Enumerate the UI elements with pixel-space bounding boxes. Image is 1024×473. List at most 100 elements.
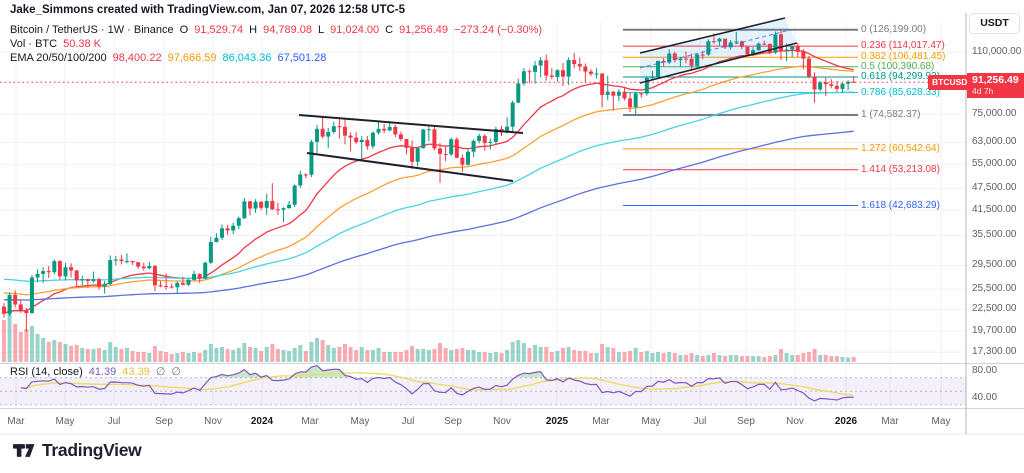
time-axis-label[interactable]: Nov: [204, 416, 222, 427]
volume-bar: [180, 352, 185, 362]
time-axis-label[interactable]: Jul: [107, 416, 121, 427]
volume-bar: [18, 332, 23, 362]
candle-body: [108, 260, 113, 285]
time-axis-label[interactable]: May: [931, 416, 951, 427]
time-axis-label[interactable]: May: [641, 416, 661, 427]
candle-body: [683, 58, 688, 60]
price-tick-label[interactable]: 63,000.00: [972, 136, 1017, 147]
time-axis-label[interactable]: Jul: [401, 416, 415, 427]
candle-body: [85, 279, 90, 282]
candle-body: [756, 43, 761, 51]
candle-body: [667, 53, 672, 63]
ema-legend[interactable]: EMA 20/50/100/200 98,400.22 97,666.59 86,04…: [10, 53, 326, 64]
price-tick-label[interactable]: 41,500.00: [972, 204, 1017, 215]
rsi-legend[interactable]: RSI (14, close) 41.39 43.39 ∅ ∅: [10, 367, 181, 378]
volume-bar: [169, 354, 174, 362]
ema-legend-item: 98,400.22: [112, 52, 162, 64]
candle-body: [354, 137, 359, 143]
rsi-legend-item: ∅: [155, 366, 166, 378]
candle-body: [779, 34, 784, 51]
volume-bar: [281, 350, 286, 362]
rsi-legend-item: 43.39: [122, 366, 150, 378]
symbol-legend[interactable]: Bitcoin / TetherUS · 1W · Binance O 91,529…: [10, 25, 542, 36]
candle-body: [410, 147, 415, 162]
candle-body: [24, 310, 29, 314]
attribution-text: Jake_Simmons created with TradingView.co…: [10, 4, 406, 16]
candle-body: [2, 306, 6, 314]
time-axis-label[interactable]: May: [350, 416, 370, 427]
candle-body: [13, 294, 18, 305]
price-tick-label[interactable]: 55,000.00: [972, 158, 1017, 169]
symbol-legend-item: 91,256.49: [399, 24, 448, 36]
time-axis-label[interactable]: 2025: [545, 416, 569, 427]
time-axis-label[interactable]: Sep: [737, 416, 755, 427]
time-axis-label[interactable]: Nov: [493, 416, 511, 427]
candle-body: [342, 126, 347, 136]
candle-body: [611, 91, 616, 96]
time-axis-label[interactable]: Mar: [881, 416, 899, 427]
volume-bar: [829, 356, 834, 362]
candle-body: [415, 148, 420, 162]
time-axis-label[interactable]: 2026: [834, 416, 858, 427]
rsi-tick-label[interactable]: 80.00: [972, 365, 998, 376]
price-tick-label[interactable]: 47,500.00: [972, 182, 1017, 193]
volume-bar: [415, 349, 420, 362]
symbol-legend-item: O: [179, 24, 189, 36]
symbol-badge: BTCUSDT: [928, 75, 977, 90]
volume-bar: [410, 346, 415, 362]
volume-bar: [7, 312, 12, 362]
volume-bar: [846, 357, 851, 362]
price-tick-label[interactable]: 19,700.00: [972, 325, 1017, 336]
candle-body: [119, 259, 124, 262]
time-axis-label[interactable]: May: [55, 416, 75, 427]
candle-body: [751, 50, 756, 55]
volume-bar: [13, 324, 18, 362]
volume-bar: [359, 347, 364, 362]
time-axis-label[interactable]: Jul: [693, 416, 707, 427]
price-tick-label[interactable]: 17,300.00: [972, 346, 1017, 357]
ema-legend-item: 86,043.36: [222, 52, 272, 64]
currency-unit-button[interactable]: USDT: [969, 13, 1020, 34]
candle-body: [398, 134, 403, 140]
volume-bar: [203, 350, 208, 362]
time-axis-label[interactable]: Mar: [7, 416, 25, 427]
candle-body: [264, 201, 269, 208]
time-axis-label[interactable]: Mar: [301, 416, 319, 427]
time-axis-label[interactable]: Mar: [592, 416, 610, 427]
grid-layer: [0, 22, 966, 409]
candle-body: [236, 218, 241, 226]
volume-bar: [790, 355, 795, 362]
time-axis-label[interactable]: Nov: [786, 416, 804, 427]
price-tick-label[interactable]: 22,500.00: [972, 303, 1017, 314]
time-axis-label[interactable]: 2024: [250, 416, 274, 427]
rsi-tick-label[interactable]: 40.00: [972, 392, 998, 403]
volume-bar: [806, 352, 811, 362]
candle-body: [393, 126, 398, 135]
volume-bar: [387, 352, 392, 362]
candle-body: [348, 135, 353, 138]
price-tick-label[interactable]: 25,500.00: [972, 283, 1017, 294]
candle-body: [734, 41, 739, 43]
price-tick-label[interactable]: 75,000.00: [972, 108, 1017, 119]
candle-body: [320, 128, 325, 137]
candle-body: [823, 82, 828, 85]
candle-body: [773, 34, 778, 53]
candle-body: [454, 139, 459, 158]
price-tick-label[interactable]: 110,000.00: [972, 46, 1022, 57]
time-axis-label[interactable]: Sep: [444, 416, 462, 427]
candle-body: [622, 91, 627, 99]
tradingview-logo[interactable]: TradingView: [13, 441, 142, 460]
volume-legend[interactable]: Vol · BTC 50.38 K: [10, 39, 101, 50]
volume-bar: [767, 356, 772, 362]
volume-bar: [661, 353, 666, 362]
candle-body: [46, 271, 51, 273]
candle-body: [292, 185, 297, 205]
rsi-legend-item: ∅: [171, 366, 181, 378]
fib-level-label: 0.382 (106,481.45): [861, 51, 946, 62]
volume-bar: [214, 348, 219, 362]
price-tick-label[interactable]: 29,500.00: [972, 259, 1017, 270]
price-tick-label[interactable]: 35,500.00: [972, 229, 1017, 240]
volume-bar: [544, 347, 549, 362]
time-axis-label[interactable]: Sep: [155, 416, 173, 427]
